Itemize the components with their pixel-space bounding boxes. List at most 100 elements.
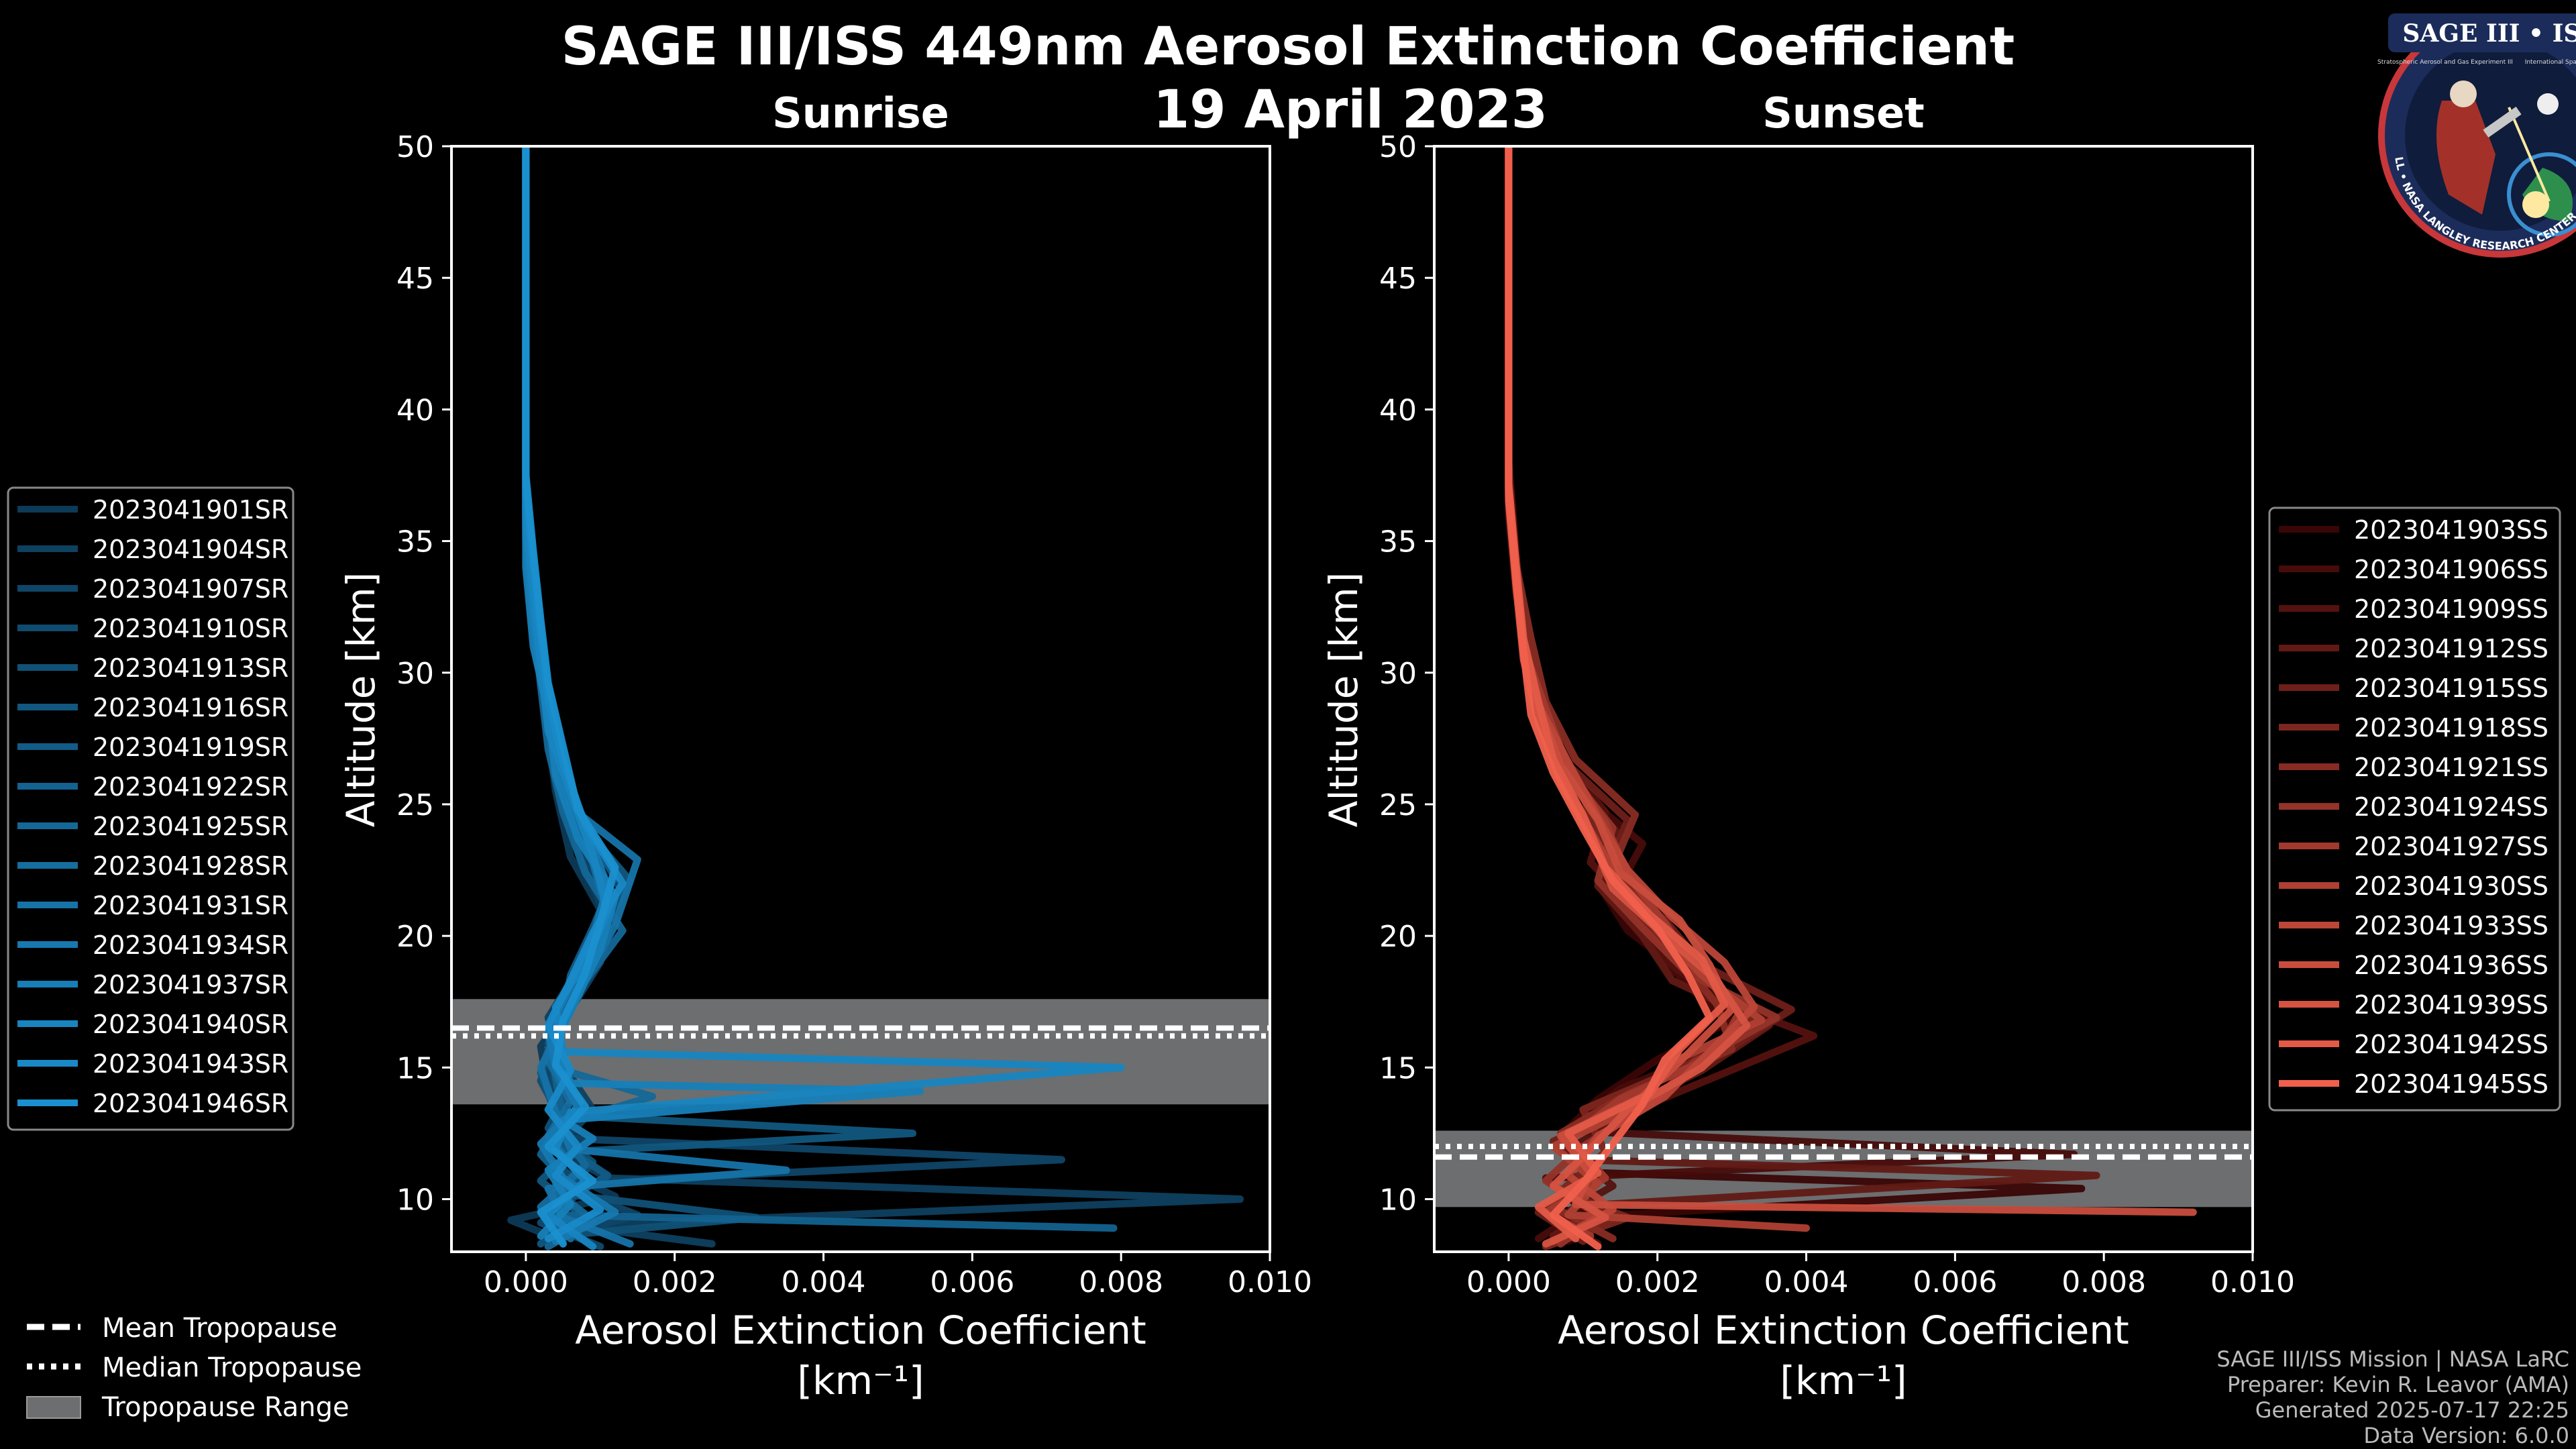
sunset-series-2023041945SS [1505, 146, 1713, 1250]
sunrise-ylabel: Altitude [km] [338, 572, 384, 827]
sunset-ytick-label: 40 [1379, 393, 1417, 427]
sunset-legend-label: 2023041906SS [2354, 555, 2548, 584]
sunrise-axes-frame [450, 145, 1271, 1253]
logo-iss [2483, 107, 2522, 138]
median-tropopause-label: Median Tropopause [102, 1352, 362, 1383]
sunrise-xtick-label: 0.010 [1228, 1265, 1312, 1299]
sunrise-xunits: [km⁻¹] [797, 1358, 924, 1403]
sunset-subtitle: Sunset [1762, 89, 1925, 138]
sunset-xtick-label: 0.008 [2061, 1265, 2146, 1299]
footer-mission: SAGE III/ISS Mission | NASA LaRC [2216, 1346, 2569, 1372]
mean-tropopause-label: Mean Tropopause [102, 1313, 337, 1344]
sunset-legend: 2023041903SS 2023041906SS 2023041909SS 2023… [2268, 506, 2561, 1112]
sunset-ytick-label: 20 [1379, 920, 1417, 954]
sunset-legend-label: 2023041939SS [2354, 990, 2548, 1020]
sunset-axes-frame [1433, 145, 2254, 1253]
logo-subtitle-right: International Space Station [2525, 59, 2576, 66]
sunrise-legend-label: 2023041916SR [93, 693, 288, 722]
sunset-legend-label: 2023041930SS [2354, 871, 2548, 901]
sunrise-legend-label: 2023041904SR [93, 535, 288, 564]
sunset-legend-label: 2023041915SS [2354, 674, 2548, 703]
sunset-ytick-label: 45 [1379, 262, 1417, 296]
sunrise-legend-label: 2023041907SR [93, 574, 288, 604]
sunset-ytick-label: 15 [1379, 1051, 1417, 1085]
sunset-legend-label: 2023041921SS [2354, 753, 2548, 782]
sunset-legend-label: 2023041924SS [2354, 792, 2548, 822]
sunrise-legend-label: 2023041937SR [93, 970, 288, 1000]
sunset-xtick-label: 0.004 [1764, 1265, 1849, 1299]
sunrise-legend-label: 2023041928SR [93, 851, 288, 881]
sunrise-legend-label: 2023041934SR [93, 930, 288, 960]
sunrise-series-2023041946SR [522, 146, 619, 1248]
sunset-plot-area: 0.000 0.002 0.004 0.006 0.008 0.010 10 15 20 25 30… [1379, 130, 2295, 1299]
tropopause-legend: Mean Tropopause Median Tropopause Tropop… [26, 1313, 362, 1423]
sunset-legend-label: 2023041945SS [2354, 1069, 2548, 1099]
logo-occultation-ray [2508, 107, 2551, 202]
sunrise-ytick-label: 25 [396, 788, 434, 822]
sunrise-plot-area: 0.000 0.002 0.004 0.006 0.008 0.010 10 15 20 25 30… [396, 130, 1312, 1299]
logo-banner [2388, 13, 2576, 52]
footer-preparer: Preparer: Kevin R. Leavor (AMA) [2227, 1372, 2569, 1397]
sunset-ytick-label: 35 [1379, 525, 1417, 559]
figure-title: SAGE III/ISS 449nm Aerosol Extinction Co… [561, 17, 2015, 77]
sunrise-ytick-label: 15 [396, 1051, 434, 1085]
logo-subtitle-left: Stratospheric Aerosol and Gas Experiment… [2377, 59, 2513, 66]
sunrise-ytick-label: 30 [396, 657, 434, 691]
sunrise-legend-label: 2023041940SR [93, 1010, 288, 1039]
sunset-legend-label: 2023041912SS [2354, 634, 2548, 663]
sunrise-ytick-label: 45 [396, 262, 434, 296]
sunset-ytick-label: 50 [1379, 130, 1417, 164]
sunset-xtick-label: 0.002 [1615, 1265, 1700, 1299]
sunrise-ytick-label: 40 [396, 393, 434, 427]
footer-generated: Generated 2025-07-17 22:25 [2255, 1397, 2569, 1423]
tropopause-range-swatch [26, 1396, 81, 1419]
sunrise-series-2023041937SR [522, 146, 924, 1240]
sunrise-panel: Sunrise 0.000 0.002 0.004 0.006 0.008 0.010 10… [338, 89, 1312, 1403]
sunset-legend-label: 2023041927SS [2354, 832, 2548, 861]
sunset-legend-label: 2023041909SS [2354, 594, 2548, 624]
sunset-legend-label: 2023041936SS [2354, 951, 2548, 980]
sunrise-xtick-label: 0.000 [484, 1265, 568, 1299]
sunset-ytick-label: 25 [1379, 788, 1417, 822]
sunset-panel: Sunset 0.000 0.002 0.004 0.006 0.008 0.010 10 1… [1321, 89, 2295, 1403]
sunrise-legend-label: 2023041910SR [93, 614, 288, 643]
sunrise-legend-label: 2023041901SR [93, 495, 288, 525]
sunrise-legend-label: 2023041943SR [93, 1049, 288, 1079]
sunrise-xtick-label: 0.008 [1079, 1265, 1163, 1299]
tropopause-range-label: Tropopause Range [101, 1392, 350, 1423]
logo-figure-robe [2436, 101, 2496, 215]
logo-earth-limb [2507, 152, 2576, 237]
sunrise-ytick-label: 50 [396, 130, 434, 164]
sunset-ytick-label: 30 [1379, 657, 1417, 691]
sunrise-legend-frame [7, 486, 294, 1131]
logo-moon [2537, 93, 2559, 115]
sunset-xtick-label: 0.000 [1466, 1265, 1551, 1299]
sunrise-ytick-label: 35 [396, 525, 434, 559]
sunrise-ytick-label: 20 [396, 920, 434, 954]
sunrise-legend-label: 2023041913SR [93, 653, 288, 683]
sunrise-legend-label: 2023041925SR [93, 812, 288, 841]
sunrise-subtitle: Sunrise [772, 89, 949, 138]
sunset-xunits: [km⁻¹] [1780, 1358, 1907, 1403]
footer: SAGE III/ISS Mission | NASA LaRC Prepare… [2216, 1346, 2569, 1448]
sunrise-ytick-label: 10 [396, 1183, 434, 1218]
sunset-legend-label: 2023041918SS [2354, 713, 2548, 743]
sunrise-legend-label: 2023041922SR [93, 772, 288, 802]
footer-data-version: Data Version: 6.0.0 [2363, 1423, 2569, 1448]
sunrise-legend-label: 2023041919SR [93, 733, 288, 762]
sunset-legend-frame [2268, 506, 2561, 1112]
sunrise-legend-label: 2023041946SR [93, 1089, 288, 1118]
figure-date: 19 April 2023 [1153, 80, 1548, 140]
sunset-legend-label: 2023041903SS [2354, 515, 2548, 545]
sunset-ytick-label: 10 [1379, 1183, 1417, 1218]
logo-name: SAGE III • ISS [2402, 19, 2576, 48]
sunrise-legend: 2023041901SR 2023041904SR 2023041907SR 2023… [7, 486, 294, 1131]
sunset-xlabel: Aerosol Extinction Coefficient [1558, 1307, 2129, 1353]
sunrise-legend-label: 2023041931SR [93, 891, 288, 920]
sunrise-xtick-label: 0.004 [782, 1265, 866, 1299]
sunrise-xlabel: Aerosol Extinction Coefficient [575, 1307, 1146, 1353]
logo-sun [2522, 191, 2549, 218]
sunrise-xtick-label: 0.002 [633, 1265, 717, 1299]
